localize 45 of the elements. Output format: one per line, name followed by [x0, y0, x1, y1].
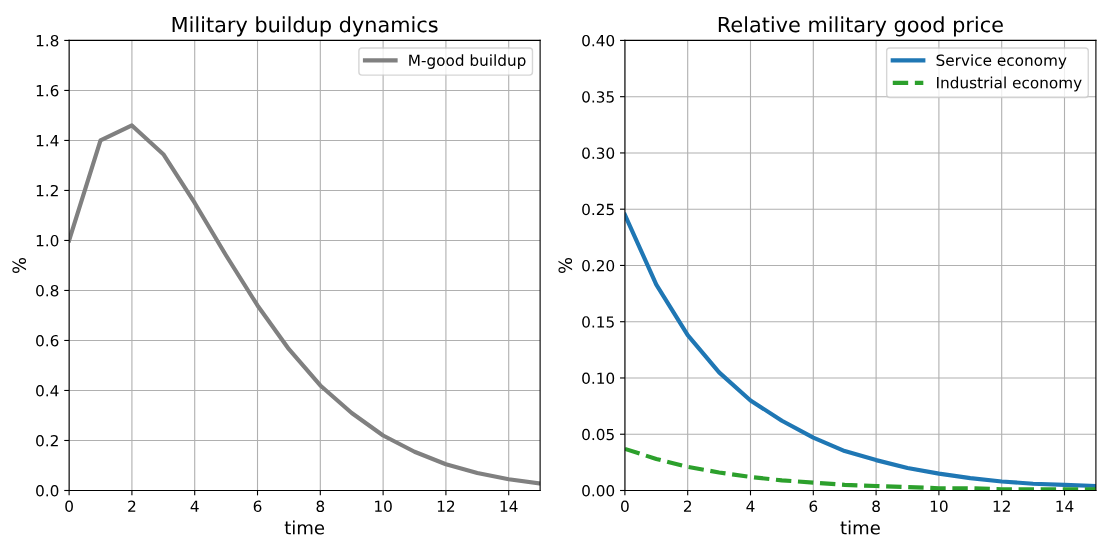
y-tick-label: 0.0: [36, 484, 59, 497]
x-tick-label: 6: [809, 500, 818, 513]
y-tick-label: 1.8: [36, 34, 59, 47]
y-tick-label: 0.10: [582, 372, 615, 384]
x-tick-label: 4: [746, 500, 755, 512]
x-tick-label: 12: [437, 500, 455, 512]
legend-label: Service economy: [936, 54, 1067, 69]
x-tick-label: 8: [316, 500, 325, 513]
y-tick-label: 0.00: [582, 484, 615, 497]
x-tick-label: 0: [65, 500, 73, 513]
x-tick-label: 2: [128, 500, 136, 512]
y-tick-label: 1.6: [36, 84, 59, 97]
x-tick-label: 10: [930, 500, 948, 513]
y-tick-label: 0.30: [582, 147, 615, 159]
chart-title: Relative military good price: [718, 16, 1003, 37]
y-tick-label: 0.6: [36, 334, 59, 347]
y-tick-label: 0.05: [582, 428, 614, 441]
y-tick-label: 0.20: [582, 259, 615, 272]
x-tick-label: 14: [500, 500, 518, 512]
x-tick-label: 8: [872, 500, 880, 513]
y-tick-label: 1.4: [36, 135, 59, 147]
y-tick-label: 1.2: [36, 184, 58, 197]
x-axis-title: time: [840, 520, 880, 535]
legend-label: Industrial economy: [937, 76, 1082, 92]
x-tick-label: 10: [375, 500, 392, 513]
x-tick-label: 12: [993, 500, 1010, 512]
x-tick-label: 0: [621, 500, 629, 513]
y-axis-title: %: [558, 257, 573, 274]
x-tick-label: 6: [253, 500, 262, 513]
x-tick-label: 2: [683, 500, 692, 512]
y-tick-label: 0.25: [582, 203, 614, 216]
x-axis-title: time: [284, 520, 325, 535]
y-tick-label: 0.15: [582, 316, 614, 328]
y-tick-label: 0.4: [36, 384, 59, 397]
y-tick-label: 0.2: [36, 434, 58, 447]
chart-title: Military buildup dynamics: [172, 16, 438, 37]
y-tick-label: 1.0: [36, 234, 59, 247]
y-tick-label: 0.40: [582, 34, 615, 47]
y-tick-label: 0.35: [582, 91, 614, 103]
line-series: [69, 123, 541, 486]
legend-label: M-good buildup: [409, 54, 526, 69]
y-axis-title: %: [12, 257, 27, 274]
y-tick-label: 0.8: [36, 284, 59, 297]
x-tick-label: 4: [190, 500, 199, 512]
x-tick-label: 14: [1056, 500, 1074, 512]
